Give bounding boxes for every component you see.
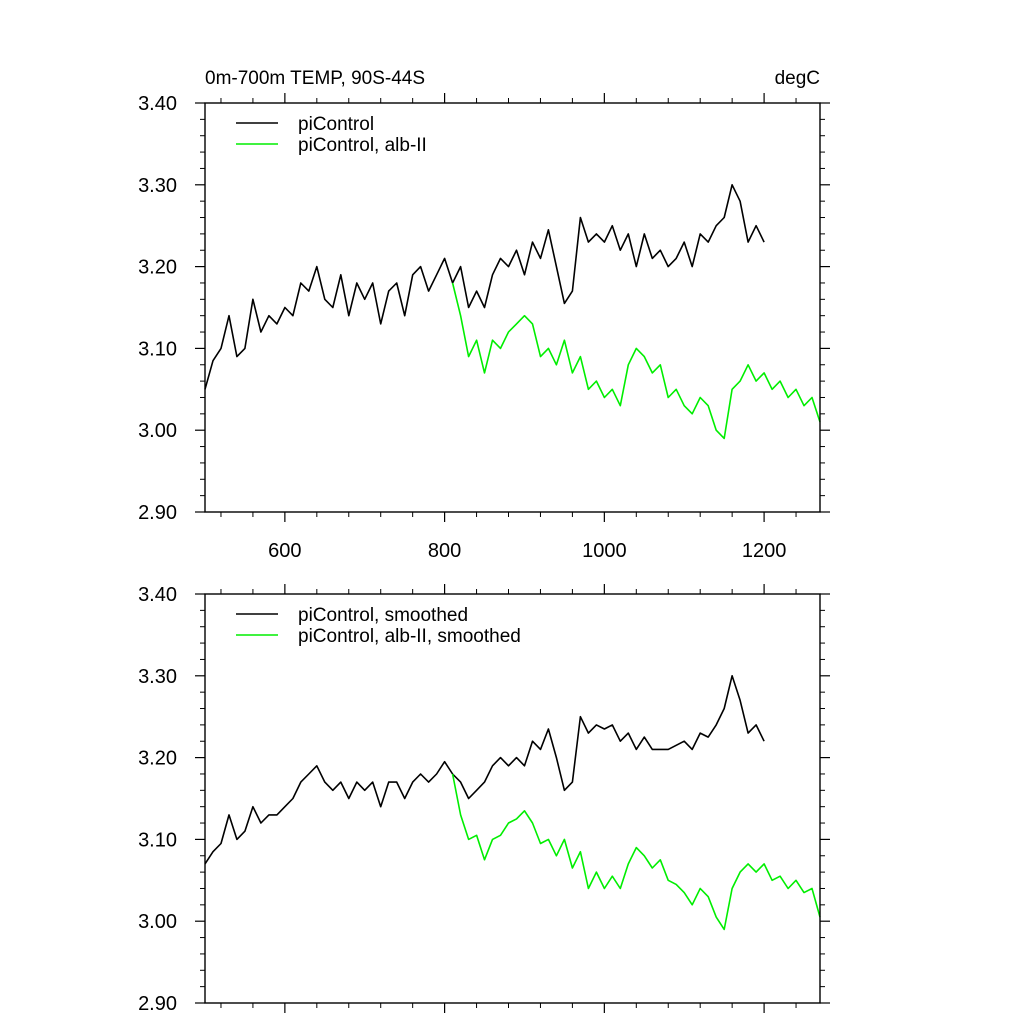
x-tick-label: 800 [428,540,461,562]
y-tick-label: 3.40 [138,93,177,115]
legend-label: piControl, alb-II [298,135,427,156]
chart-panel-top: 0m-700m TEMP, 90S-44S degC 600 800 1000 120… [138,68,830,562]
series-line-picontrol [204,675,765,865]
chart-title: 0m-700m TEMP, 90S-44S [205,68,425,89]
x-tick-label: 1000 [582,540,627,562]
y-tick-label: 2.90 [138,502,177,524]
y-tick-label: 3.20 [138,257,177,279]
series-line-alb-ii [451,282,821,440]
y-tick-label: 3.30 [138,666,177,688]
series-group [204,184,821,440]
x-tick-label: 1200 [742,540,787,562]
series-line-alb-ii [451,773,821,931]
series-group [204,675,821,931]
legend-label: piControl [298,114,374,135]
axis-ticks: 600 800 1000 1200 2.90 3.00 3.10 3.20 3.30 3.40 [138,93,830,562]
plot-frame [204,102,821,513]
y-tick-label: 3.00 [138,911,177,933]
x-tick-label: 600 [268,540,301,562]
legend-label: piControl, alb-II, smoothed [298,626,521,647]
axis-ticks: 2.90 3.00 3.10 3.20 3.30 3.40 [138,584,830,1015]
y-tick-label: 3.30 [138,175,177,197]
y-tick-label: 3.20 [138,748,177,770]
y-tick-label: 3.10 [138,338,177,360]
units-label: degC [775,68,820,89]
y-tick-label: 3.10 [138,829,177,851]
plot-frame [204,593,821,1004]
series-line-picontrol [204,184,765,390]
chart-panel-bottom: 2.90 3.00 3.10 3.20 3.30 3.40 piControl, smoo… [138,584,830,1015]
y-tick-label: 3.40 [138,584,177,606]
y-tick-label: 2.90 [138,993,177,1015]
y-tick-label: 3.00 [138,420,177,442]
legend-label: piControl, smoothed [298,605,468,626]
